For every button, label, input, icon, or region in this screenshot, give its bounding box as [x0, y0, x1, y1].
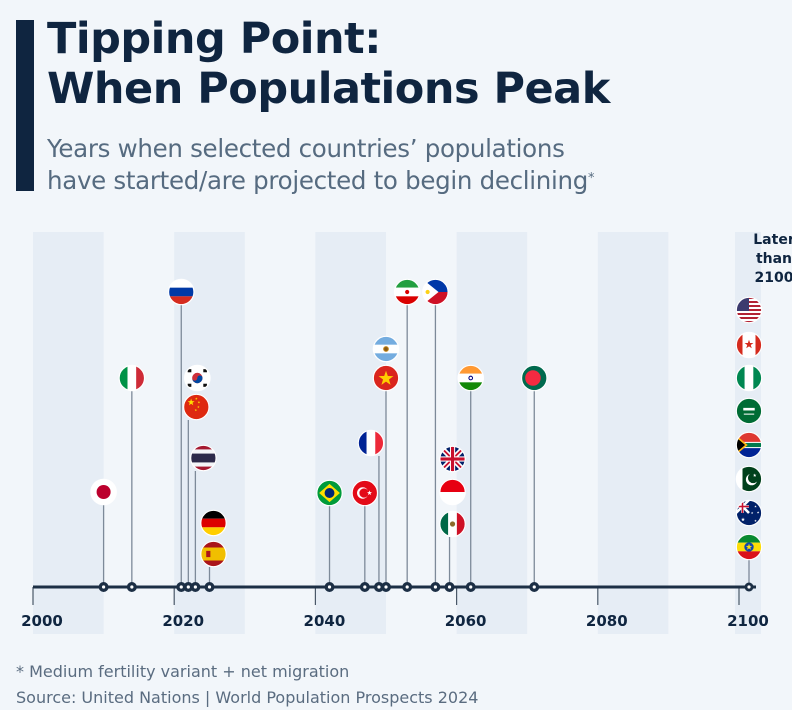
later-label-line-2: than — [755, 251, 792, 267]
ethiopia-flag-border — [735, 533, 763, 561]
year-marker-later-center — [747, 585, 751, 589]
china-flag-border — [183, 393, 210, 421]
year-marker-center-2010 — [102, 585, 106, 589]
year-marker-center-2021 — [179, 585, 183, 589]
later-label-line-3: 2100 — [754, 270, 792, 286]
pakistan-flag-border — [735, 465, 763, 493]
year-marker-center-2042 — [327, 585, 332, 589]
year-markers — [98, 582, 754, 592]
year-marker-center-2049 — [377, 585, 381, 589]
ethiopia-flag-icon: Ethiopia — [736, 534, 762, 560]
year-marker-center-2059 — [447, 585, 452, 589]
subtitle-line-2: have started/are projected to begin decl… — [47, 165, 595, 197]
india-flag-icon: India — [457, 365, 484, 391]
russia-flag-border — [167, 278, 195, 306]
title-line-1: Tipping Point: — [47, 14, 381, 64]
canada-flag-border — [735, 331, 763, 359]
year-marker-center-2057 — [433, 585, 438, 589]
south-africa-flag-icon: South Africa — [736, 432, 762, 458]
later-than-2100-label: Later than 2100 — [744, 231, 792, 288]
year-marker-center-2062 — [469, 585, 473, 589]
italy-flag-border — [118, 364, 146, 392]
subtitle-line-2-text: have started/are projected to begin decl… — [47, 166, 589, 195]
germany-flag-border — [200, 509, 227, 537]
south-africa-flag-border — [735, 431, 763, 459]
bangladesh-flag-border — [520, 364, 548, 392]
mexico-flag-border — [439, 510, 466, 538]
decade-band-2060 — [456, 232, 528, 634]
year-marker-center-2023 — [193, 585, 197, 589]
indonesia-flag-border — [439, 478, 466, 506]
title-line-2: When Populations Peak — [47, 64, 610, 114]
tick-label-2100: 2100 — [727, 612, 769, 630]
saudi-arabia-flag-border — [735, 397, 763, 425]
philippines-flag-border — [422, 278, 449, 306]
uk-flag-border — [439, 445, 466, 473]
year-marker-center-2050 — [384, 585, 388, 589]
iran-flag-icon: Iran — [394, 279, 421, 305]
later-label-line-1: Later — [753, 232, 792, 248]
germany-flag-icon: Germany — [200, 510, 227, 536]
decade-band-2000 — [33, 232, 104, 634]
footnote: * Medium fertility variant + net migrati… — [16, 662, 350, 681]
india-flag-border — [457, 364, 485, 392]
year-marker-center-2025 — [207, 585, 212, 589]
footnote-marker: * — [588, 171, 595, 186]
source-note: Source: United Nations | World Populatio… — [16, 688, 479, 707]
tick-label-2000: 2000 — [21, 612, 63, 630]
chart-title: Tipping Point: When Populations Peak — [47, 14, 610, 114]
tick-label-2080: 2080 — [586, 612, 628, 630]
france-flag-icon: France — [357, 430, 384, 456]
nigeria-flag-border — [735, 364, 763, 392]
year-marker-center-2022 — [186, 585, 190, 589]
france-flag-border — [357, 429, 385, 457]
argentina-flag-border — [372, 335, 400, 363]
year-marker-center-2053 — [405, 585, 409, 589]
x-axis-ticks: 2000 2020 2040 2060 2080 2100 — [21, 587, 769, 630]
turkey-flag-border — [351, 479, 379, 507]
year-marker-center-2047 — [363, 585, 367, 589]
subtitle-line-1: Years when selected countries’ populatio… — [47, 134, 565, 163]
russia-flag-icon: Russia — [168, 279, 195, 305]
mexico-flag-icon: Mexico — [439, 511, 466, 537]
south-korea-flag-border — [184, 364, 211, 392]
brazil-flag-border — [316, 479, 343, 507]
usa-flag-border — [735, 296, 763, 324]
tick-label-2020: 2020 — [162, 612, 204, 630]
philippines-flag-icon: Philippines — [422, 279, 449, 305]
year-marker-center-2071 — [532, 585, 536, 589]
year-marker-center-2014 — [130, 585, 134, 589]
indonesia-flag-icon: Indonesia — [439, 479, 466, 505]
tick-label-2040: 2040 — [304, 612, 346, 630]
vietnam-flag-border — [372, 364, 400, 392]
italy-flag-icon: Italy — [118, 365, 145, 391]
chart-subtitle: Years when selected countries’ populatio… — [47, 133, 595, 197]
iran-flag-border — [393, 278, 421, 306]
country-flags: JapanItalyRussiaSouth KoreaChinaThailand… — [90, 278, 763, 568]
japan-flag-border — [90, 478, 117, 506]
nigeria-flag-icon: Nigeria — [736, 365, 762, 391]
title-accent-bar — [16, 20, 34, 191]
australia-flag-border — [735, 499, 763, 527]
tick-label-2060: 2060 — [445, 612, 487, 630]
stems — [102, 305, 750, 587]
thailand-flag-border — [190, 444, 217, 472]
spain-flag-border — [200, 540, 227, 568]
decade-band-2080 — [597, 232, 669, 634]
